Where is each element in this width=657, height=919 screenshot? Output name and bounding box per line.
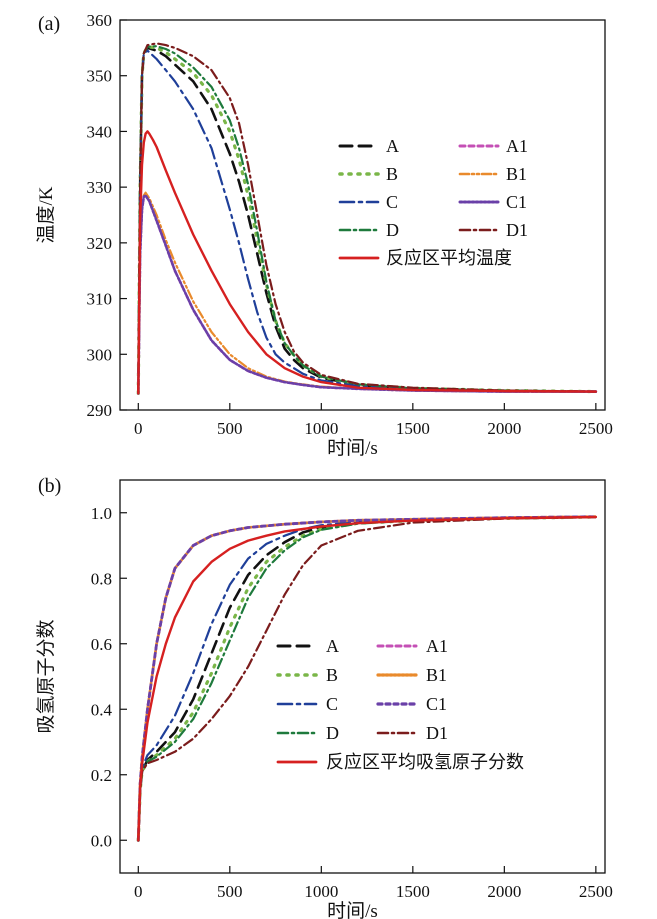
x-tick-label: 0 (134, 419, 143, 438)
y-axis-title: 温度/K (35, 186, 57, 243)
x-axis-title: 时间/s (327, 437, 378, 459)
x-tick-label: 500 (217, 882, 243, 901)
y-tick-label: 300 (87, 345, 113, 364)
x-tick-label: 1000 (304, 882, 338, 901)
plot-frame (119, 19, 606, 411)
y-tick-label: 0.8 (91, 569, 112, 588)
y-tick-label: 0.4 (91, 700, 113, 719)
x-tick-label: 1000 (304, 419, 338, 438)
legend-label: A (326, 636, 339, 656)
series-line-c (137, 49, 597, 395)
legend-label: D (326, 723, 339, 743)
legend-label: B (326, 665, 338, 685)
legend: A A1 B B1 C C1 D D1 反应区平均吸氢原子分数 (276, 636, 524, 772)
x-tick-label: 1500 (396, 419, 430, 438)
x-tick-label: 2500 (579, 419, 613, 438)
y-tick-label: 340 (87, 122, 113, 141)
y-tick-label: 0.0 (91, 831, 112, 850)
legend-label: B1 (506, 164, 527, 184)
panel-b: 0 500 1000 1500 2000 2500 0.0 0.2 0.4 0.6 0.8 1.0 时间… (35, 475, 613, 919)
plot-frame (119, 479, 606, 874)
legend-label: C (386, 192, 398, 212)
y-tick-label: 320 (87, 234, 113, 253)
panel-a: 0 500 1000 1500 2000 2500 290 300 310 320 330 340 35… (35, 11, 613, 459)
y-tick-label: 360 (87, 11, 113, 30)
legend-label: 反应区平均温度 (386, 248, 512, 268)
y-tick-label: 350 (87, 67, 113, 86)
series-line-d1 (137, 42, 597, 395)
y-tick-label: 0.6 (91, 635, 112, 654)
legend-label: A (386, 136, 399, 156)
series-line-c1 (137, 194, 598, 395)
x-tick-label: 2000 (487, 882, 521, 901)
legend-label: C (326, 694, 338, 714)
legend-label: B (386, 164, 398, 184)
legend-label: D (386, 220, 399, 240)
panel-label: (a) (38, 13, 60, 35)
legend-label: B1 (426, 665, 447, 685)
y-tick-label: 330 (87, 178, 113, 197)
x-tick-label: 2500 (579, 882, 613, 901)
legend-label: A1 (506, 136, 528, 156)
legend-label: A1 (426, 636, 448, 656)
legend: A A1 B B1 C C1 D D1 反应区平均温度 (338, 136, 528, 268)
x-tick-label: 0 (134, 882, 143, 901)
y-tick-label: 0.2 (91, 766, 112, 785)
legend-label: D1 (426, 723, 448, 743)
y-tick-label: 290 (87, 401, 113, 420)
legend-label: 反应区平均吸氢原子分数 (326, 752, 524, 772)
panel-label: (b) (38, 475, 61, 497)
series-line-b (136, 515, 598, 842)
x-tick-label: 2000 (487, 419, 521, 438)
x-tick-label: 1500 (396, 882, 430, 901)
legend-label: C1 (426, 694, 447, 714)
x-tick-label: 500 (217, 419, 243, 438)
legend-label: C1 (506, 192, 527, 212)
y-axis-title: 吸氢原子分数 (35, 619, 57, 733)
series-line-d1 (137, 515, 597, 842)
x-axis-title: 时间/s (327, 900, 378, 919)
series-line-average (137, 515, 597, 842)
series-line-average (137, 130, 597, 395)
legend-label: D1 (506, 220, 528, 240)
y-tick-label: 310 (87, 290, 113, 309)
series-line-c1 (136, 515, 598, 842)
y-tick-label: 1.0 (91, 504, 112, 523)
